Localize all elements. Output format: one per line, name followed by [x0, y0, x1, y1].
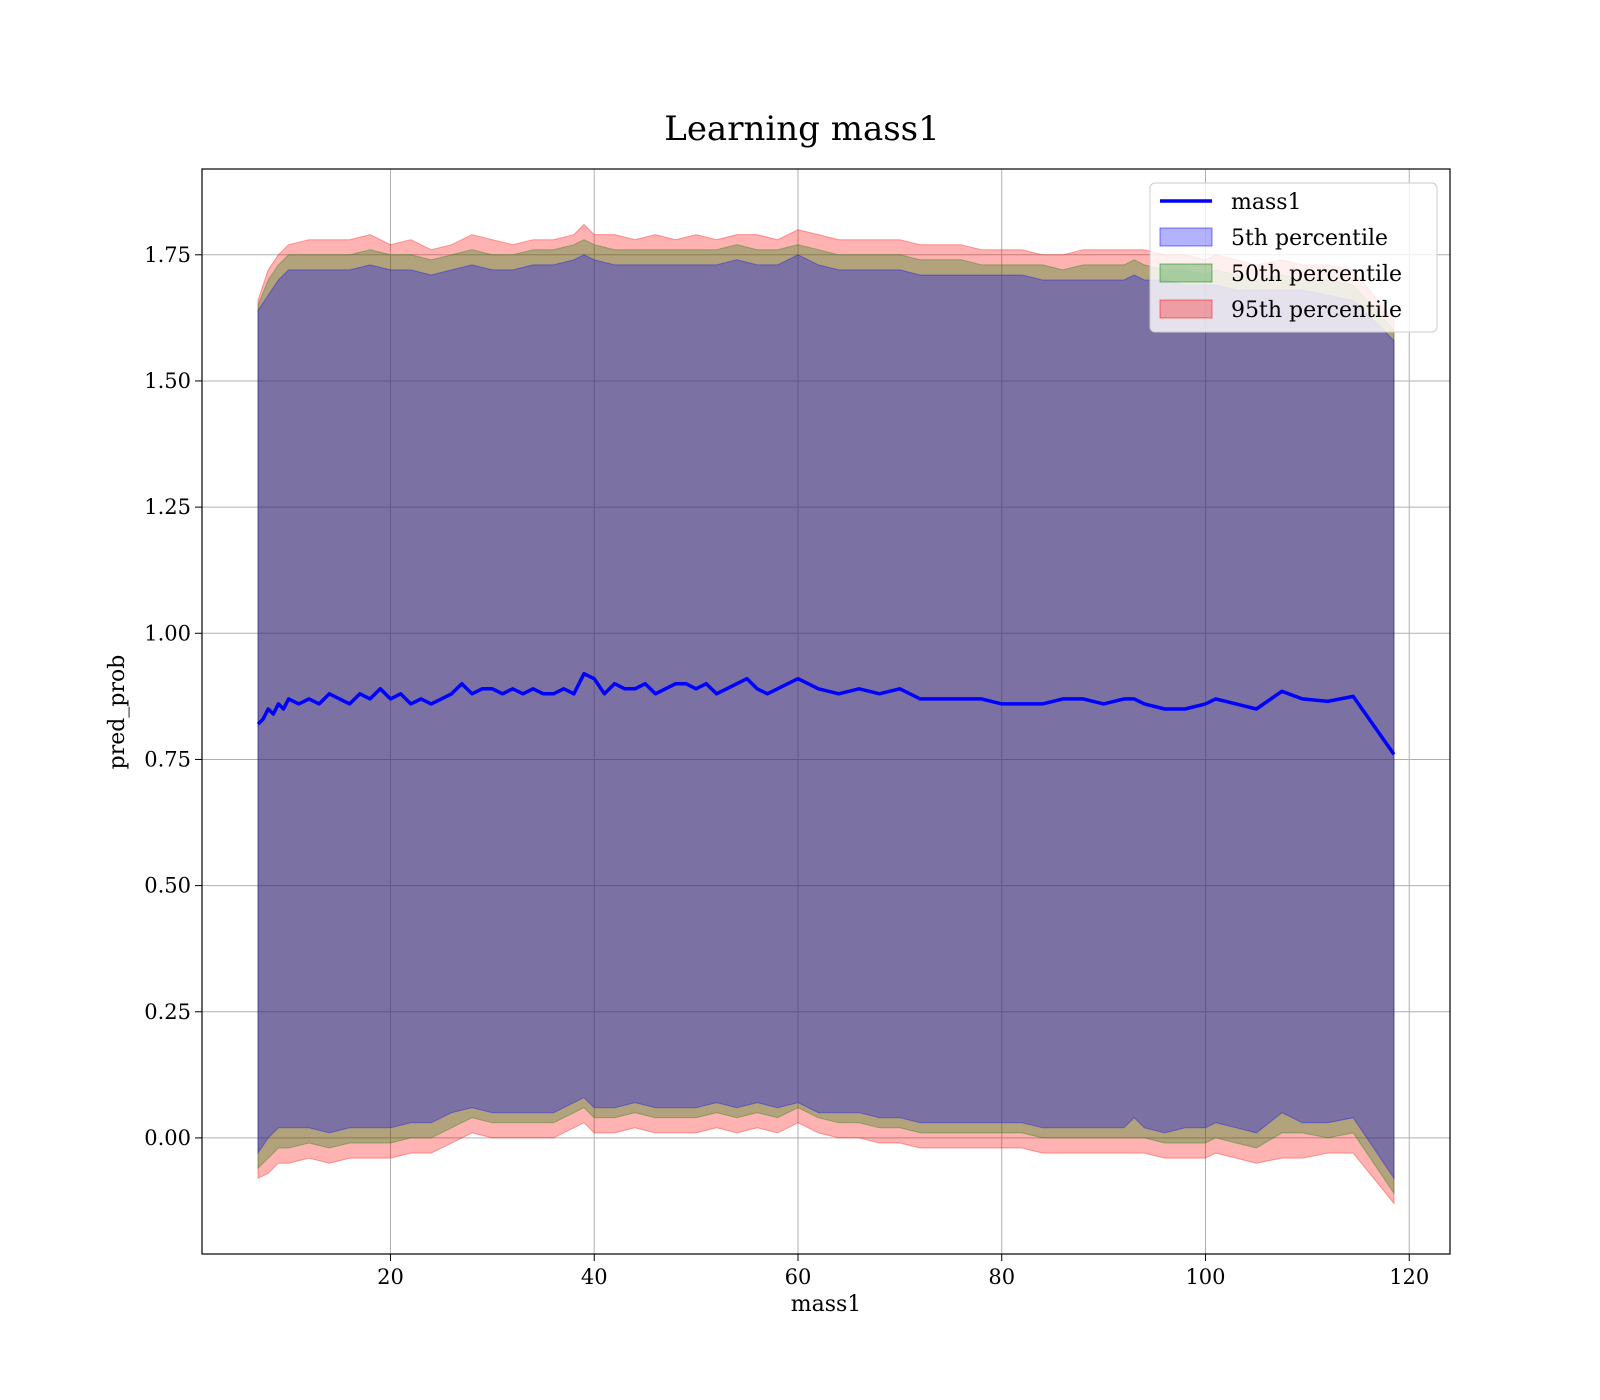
x-axis-label: mass1 — [791, 1292, 862, 1317]
x-tick-label: 60 — [785, 1265, 812, 1289]
series-line-mass1 — [256, 671, 1396, 756]
y-tick-label: 1.00 — [144, 621, 191, 645]
x-tick-label: 40 — [581, 1265, 608, 1289]
y-tick-label: 1.25 — [144, 495, 191, 519]
y-tick-label: 0.50 — [144, 874, 191, 898]
y-axis-ticks: 0.00 0.25 0.50 0.75 1.00 1.25 1.50 1.75 — [144, 243, 202, 1150]
legend: mass1 5th percentile 50th percentile 95t… — [1149, 182, 1438, 333]
x-tick-label: 120 — [1389, 1265, 1429, 1289]
x-axis-ticks: 20 40 60 80 100 120 — [377, 1254, 1429, 1289]
y-tick-label: 0.00 — [144, 1126, 191, 1150]
legend-swatch-95th — [1159, 299, 1213, 319]
y-tick-label: 1.75 — [144, 243, 191, 267]
legend-box — [1149, 182, 1438, 333]
x-tick-label: 20 — [377, 1265, 404, 1289]
chart-title: Learning mass1 — [664, 109, 940, 149]
y-tick-label: 0.75 — [144, 747, 191, 771]
y-tick-label: 1.50 — [144, 369, 191, 393]
legend-label-5th: 5th percentile — [1231, 226, 1388, 251]
x-tick-label: 100 — [1185, 1265, 1225, 1289]
legend-label-mass1: mass1 — [1231, 190, 1302, 215]
legend-swatch-5th — [1159, 227, 1213, 247]
band-5th-percentile — [257, 254, 1395, 1180]
band-95th-percentile — [257, 223, 1395, 1205]
x-tick-label: 80 — [988, 1265, 1015, 1289]
plot-frame — [201, 168, 1451, 1255]
legend-label-95th: 95th percentile — [1231, 298, 1402, 323]
y-tick-label: 0.25 — [144, 1000, 191, 1024]
legend-swatch-50th — [1159, 263, 1213, 283]
percentile-bands — [257, 223, 1395, 1205]
band-50th-percentile — [257, 239, 1395, 1196]
y-axis-label: pred_prob — [105, 655, 130, 770]
legend-label-50th: 50th percentile — [1231, 262, 1402, 287]
series-lines — [256, 671, 1396, 756]
